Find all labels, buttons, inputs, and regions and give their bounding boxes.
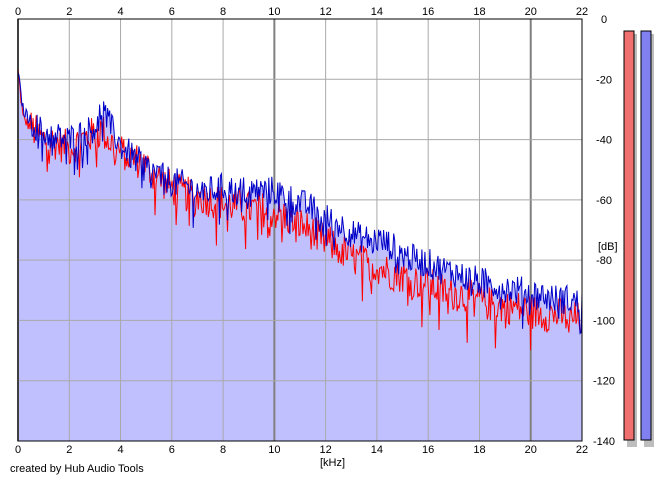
spectrum-fill xyxy=(18,68,582,442)
x-tick-bottom-label: 22 xyxy=(576,444,588,456)
x-tick-top-label: 16 xyxy=(422,6,434,18)
x-tick-top-label: 22 xyxy=(576,6,588,18)
y-tick-label: -60 xyxy=(596,195,612,207)
x-tick-bottom-label: 8 xyxy=(220,444,226,456)
plot-border xyxy=(17,18,583,442)
right-channel-spectrum xyxy=(17,72,583,335)
x-tick-top-label: 4 xyxy=(117,6,123,18)
credit-text: created by Hub Audio Tools xyxy=(10,463,144,475)
x-tick-top-label: 20 xyxy=(525,6,537,18)
x-tick-top-label: 14 xyxy=(371,6,383,18)
x-tick-bottom-label: 20 xyxy=(525,444,537,456)
x-tick-top-label: 8 xyxy=(220,6,226,18)
x-tick-bottom-label: 14 xyxy=(371,444,383,456)
y-tick-label: -80 xyxy=(596,255,612,267)
x-tick-bottom-label: 12 xyxy=(320,444,332,456)
x-tick-top-label: 2 xyxy=(66,6,72,18)
right-level-meter xyxy=(640,30,652,441)
x-tick-bottom-label: 0 xyxy=(15,444,21,456)
y-axis-label: [dB] xyxy=(598,241,618,253)
x-tick-bottom-label: 18 xyxy=(473,444,485,456)
x-axis-label: [kHz] xyxy=(320,457,346,469)
x-tick-bottom-label: 4 xyxy=(117,444,123,456)
x-tick-top-label: 12 xyxy=(320,6,332,18)
y-tick-label: 0 xyxy=(601,14,607,26)
y-tick-label: -100 xyxy=(593,315,615,327)
y-tick-label: -20 xyxy=(596,74,612,86)
x-tick-top-label: 10 xyxy=(268,6,280,18)
y-tick-label: -40 xyxy=(596,135,612,147)
y-tick-label: -140 xyxy=(593,436,615,448)
x-tick-bottom-label: 16 xyxy=(422,444,434,456)
left-channel-spectrum xyxy=(17,68,583,351)
x-tick-bottom-label: 10 xyxy=(268,444,280,456)
x-tick-top-label: 18 xyxy=(473,6,485,18)
x-tick-top-label: 0 xyxy=(15,6,21,18)
left-level-meter xyxy=(623,30,635,441)
y-tick-label: -120 xyxy=(593,376,615,388)
x-tick-bottom-label: 6 xyxy=(169,444,175,456)
x-tick-bottom-label: 2 xyxy=(66,444,72,456)
x-tick-top-label: 6 xyxy=(169,6,175,18)
